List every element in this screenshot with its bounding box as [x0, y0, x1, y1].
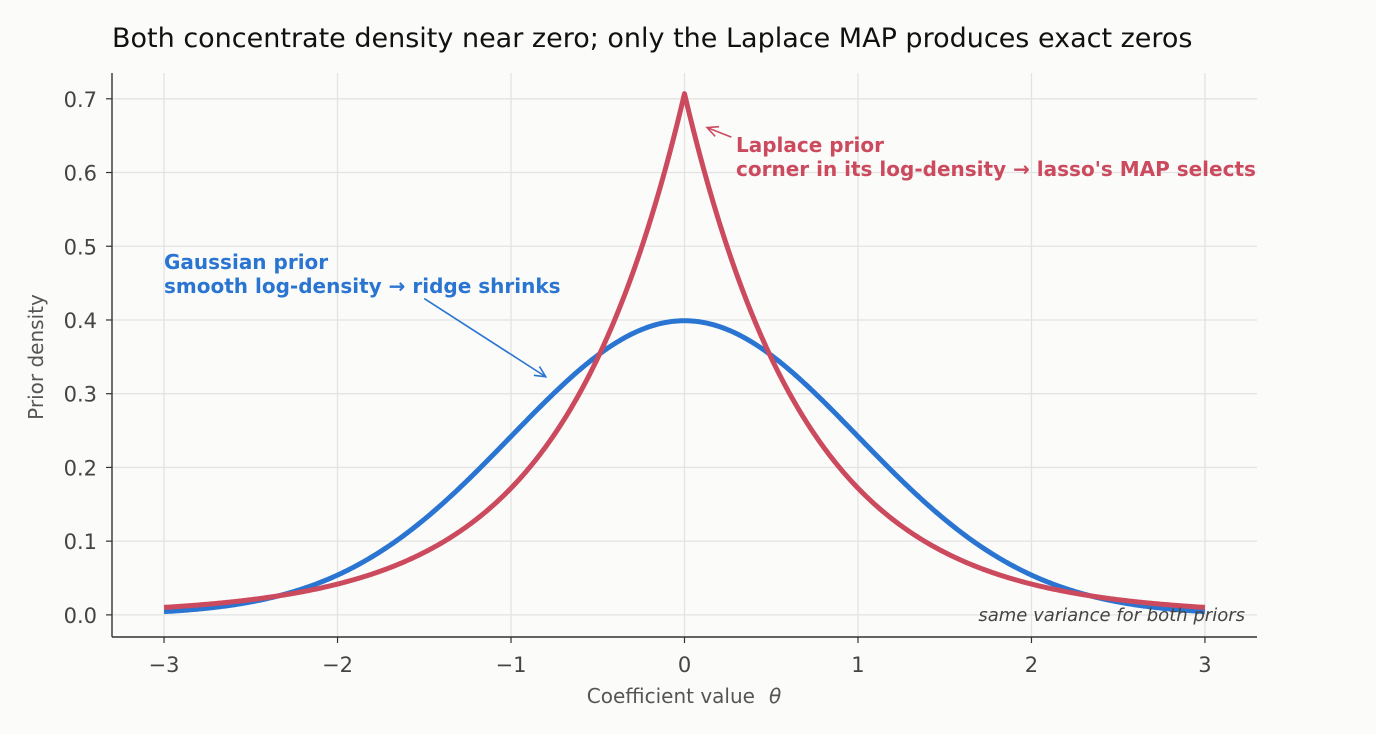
laplace-annotation-line-1: corner in its log-density → lasso's MAP … — [736, 157, 1256, 181]
laplace-prior-curve — [163, 91, 1206, 610]
y-axis-ticks: 0.0 0.1 0.2 0.3 0.4 0.5 0.6 0.7 — [64, 88, 112, 628]
laplace-arrow-head — [705, 125, 720, 137]
x-tick-label-4: 1 — [851, 653, 864, 677]
y-tick-label-2: 0.2 — [64, 456, 97, 480]
chart-title: Both concentrate density near zero; only… — [112, 23, 1193, 54]
y-axis-label: Prior density — [24, 294, 48, 420]
y-tick-label-3: 0.3 — [64, 383, 97, 407]
grid-lines — [112, 73, 1257, 637]
laplace-annotation-text: Laplace prior corner in its log-density →… — [736, 133, 1256, 181]
annotations: Gaussian prior smooth log-density → ridge… — [164, 125, 1256, 378]
laplace-arrow-shaft — [706, 126, 732, 138]
gaussian-annotation-line-1: smooth log-density → ridge shrinks — [164, 274, 561, 298]
gaussian-annotation-text: Gaussian prior smooth log-density → ridge… — [164, 250, 561, 298]
x-tick-label-6: 3 — [1198, 653, 1211, 677]
x-axis-ticks: −3 −2 −1 0 1 2 3 — [149, 637, 1212, 677]
x-axis-label-text: Coefficient value — [587, 684, 755, 708]
x-tick-label-5: 2 — [1025, 653, 1038, 677]
y-tick-label-6: 0.6 — [64, 162, 97, 186]
gaussian-arrow-shaft — [423, 297, 547, 378]
x-tick-label-2: −1 — [496, 653, 527, 677]
y-tick-label-5: 0.5 — [64, 235, 97, 259]
laplace-annotation-arrow — [705, 125, 732, 138]
x-tick-label-1: −2 — [322, 653, 353, 677]
y-tick-label-4: 0.4 — [64, 309, 97, 333]
y-tick-label-0: 0.0 — [64, 604, 97, 628]
variance-note: same variance for both priors — [978, 605, 1245, 626]
x-tick-label-0: −3 — [149, 653, 180, 677]
gaussian-annotation-arrow — [423, 297, 548, 378]
y-tick-label-7: 0.7 — [64, 88, 97, 112]
y-tick-label-1: 0.1 — [64, 530, 97, 554]
x-tick-label-3: 0 — [678, 653, 691, 677]
laplace-annotation-line-0: Laplace prior — [736, 133, 884, 157]
gaussian-arrow-head — [533, 366, 548, 378]
x-axis-label: Coefficient value θ — [587, 684, 781, 708]
gaussian-prior-curve — [163, 318, 1206, 615]
gaussian-annotation-line-0: Gaussian prior — [164, 250, 328, 274]
plot-series — [163, 91, 1206, 615]
x-axis-label-symbol: θ — [769, 684, 781, 708]
